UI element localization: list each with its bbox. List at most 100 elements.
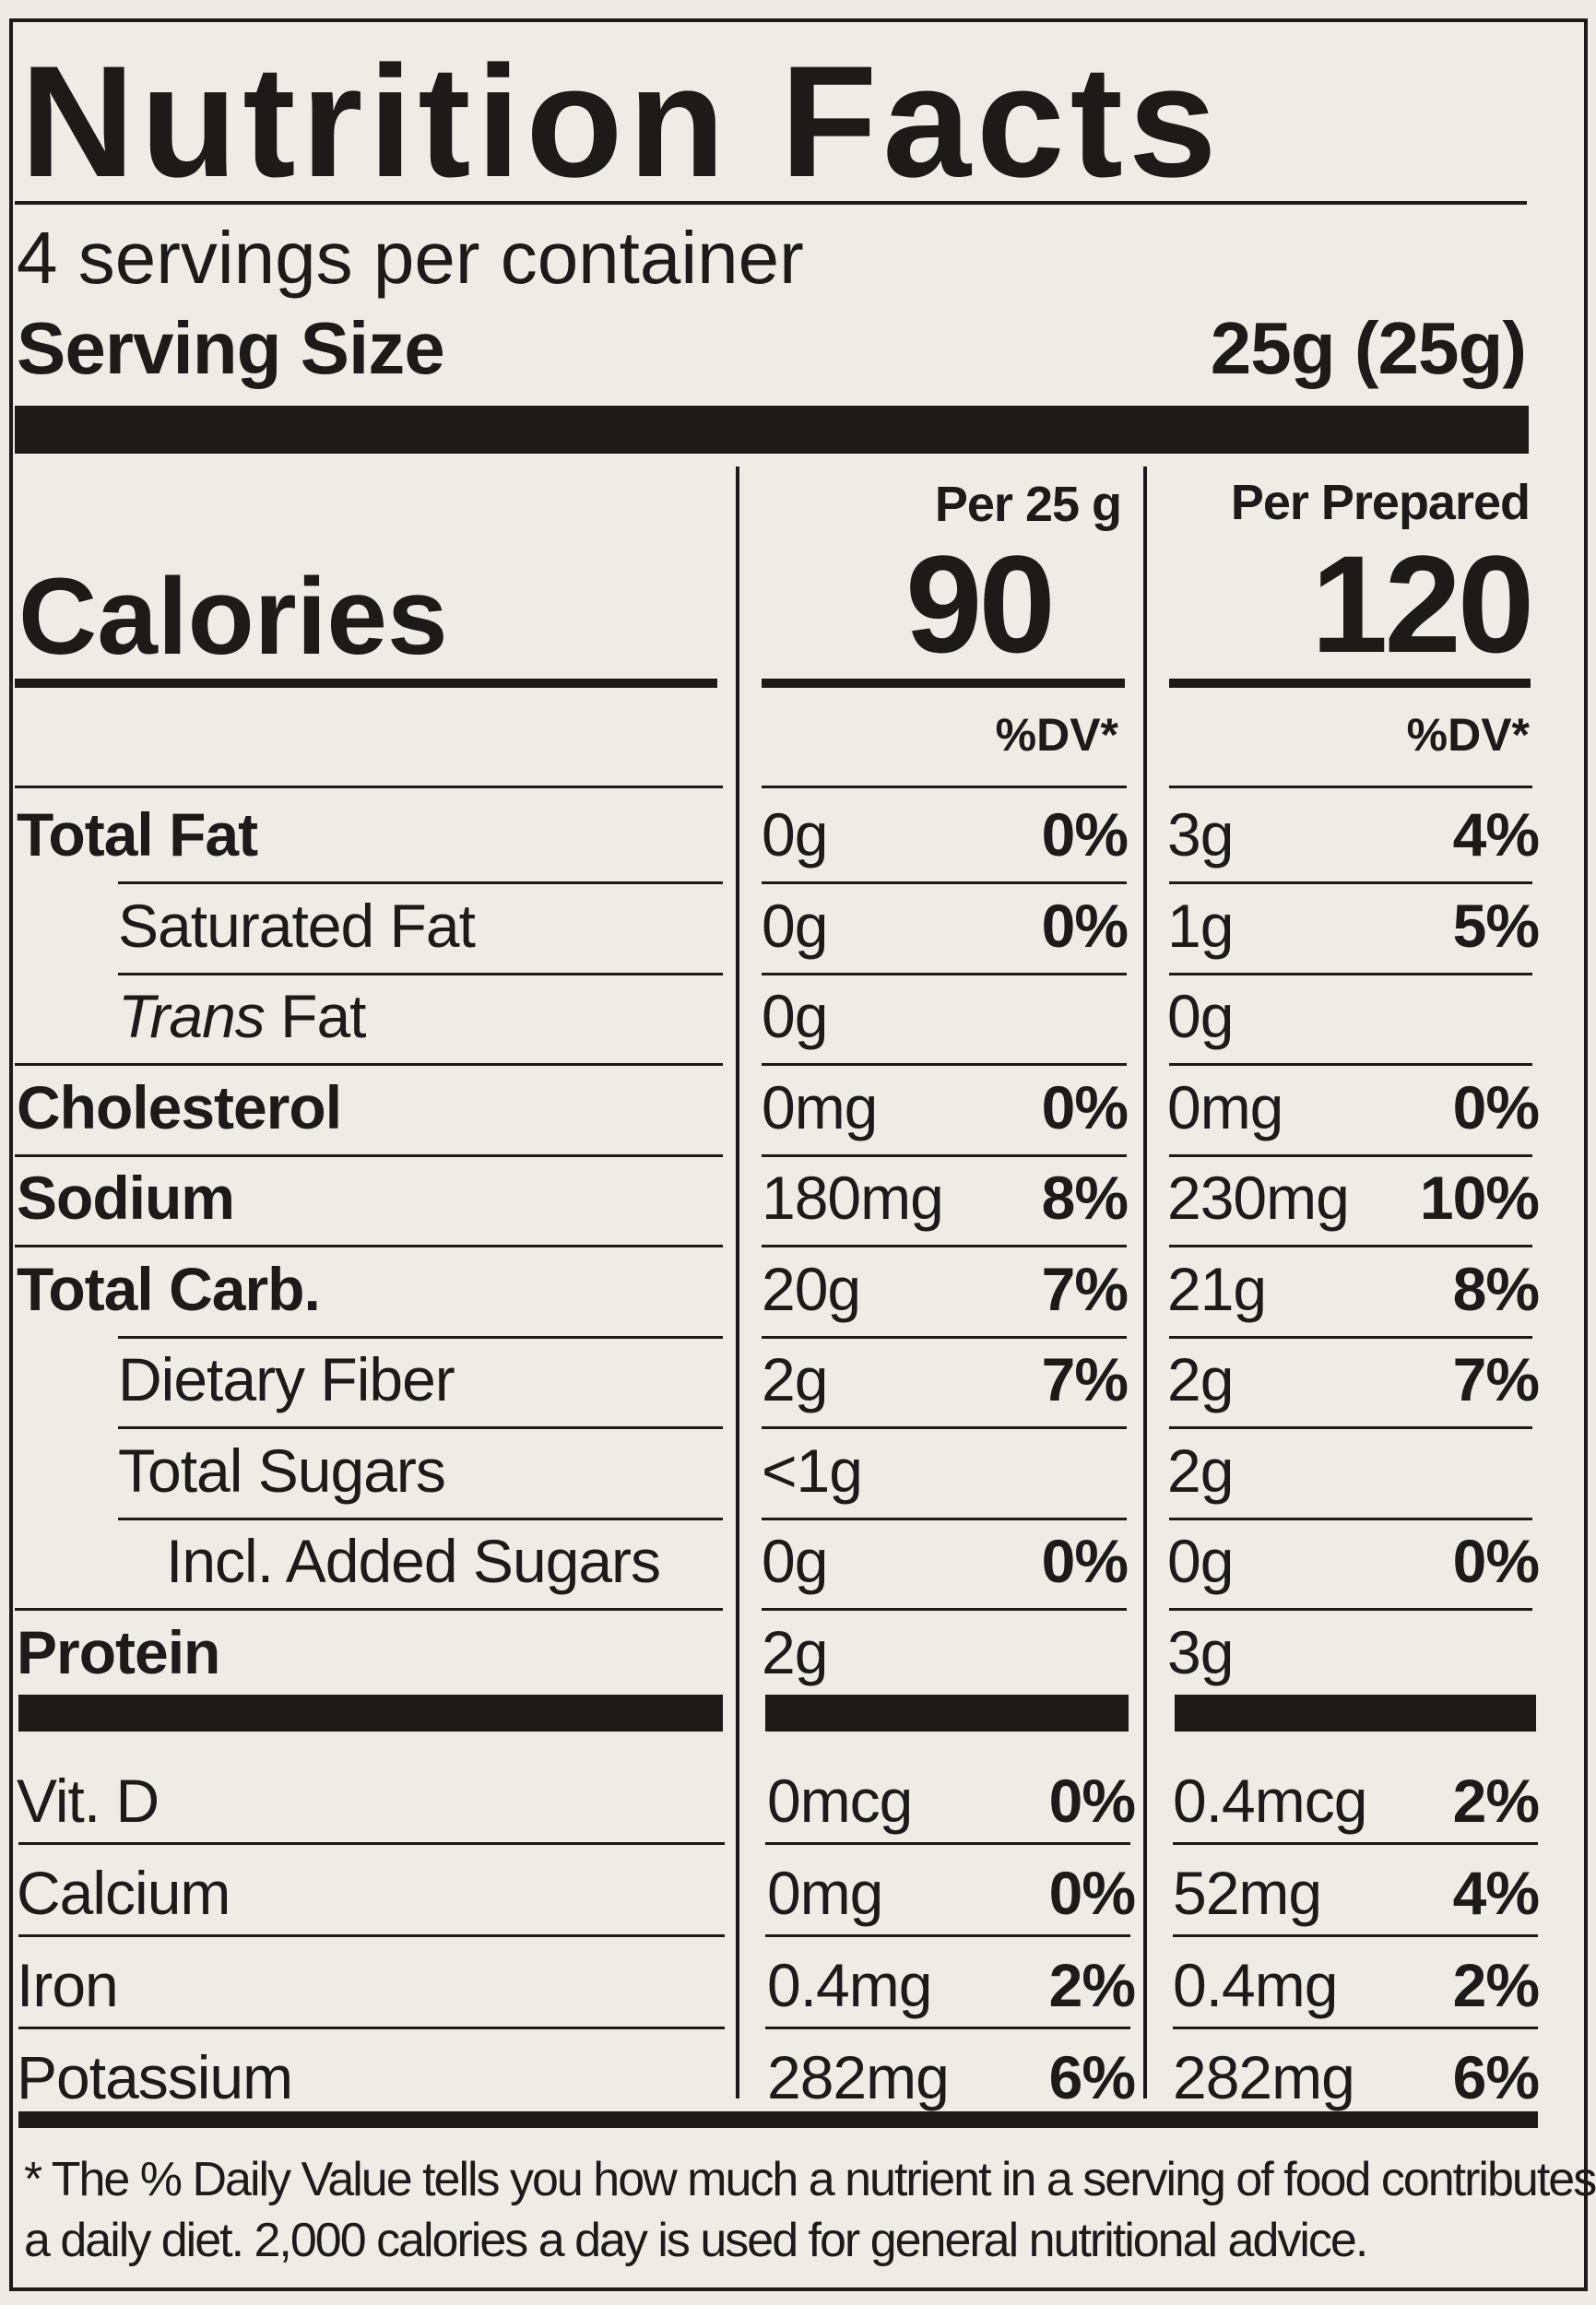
calories-label: Calories <box>18 556 448 678</box>
vitamin-name: Calcium <box>17 1859 231 1927</box>
amount-col2: 0mg <box>1167 1072 1283 1141</box>
amount-col1: 20g <box>762 1254 861 1323</box>
row-separator <box>1169 1335 1532 1339</box>
amount-col1: <1g <box>762 1436 863 1505</box>
row-separator <box>18 1842 725 1845</box>
row-separator <box>15 1153 723 1157</box>
dv-header-col1: %DV* <box>995 709 1118 761</box>
amount-col1: 0g <box>762 982 828 1050</box>
dv-col2: 0% <box>1452 1072 1540 1141</box>
amount-col1: 0mcg <box>767 1767 913 1835</box>
nutrient-name: Saturated Fat <box>118 891 476 960</box>
row-separator <box>762 1335 1127 1339</box>
row-separator <box>765 1934 1130 1937</box>
nutrition-facts-title: Nutrition Facts <box>20 33 1223 210</box>
nutrient-name: Dietary Fiber <box>118 1345 455 1413</box>
footnote-line-1: * The % Daily Value tells you how much a… <box>24 2153 1596 2206</box>
dv-col2: 7% <box>1452 1345 1540 1413</box>
row-separator <box>18 2027 725 2029</box>
row-separator <box>1169 1245 1532 1247</box>
row-separator <box>15 1245 723 1247</box>
amount-col1: 180mg <box>762 1164 944 1232</box>
row-separator <box>1169 881 1532 884</box>
row-separator <box>762 1517 1127 1520</box>
dv-col2: 4% <box>1452 800 1540 869</box>
dv-col1: 2% <box>1048 1951 1136 2019</box>
amount-col1: 0.4mg <box>767 1951 932 2019</box>
row-separator <box>1169 786 1532 788</box>
row-separator <box>762 1245 1127 1247</box>
dv-col1: 0% <box>1048 1859 1136 1927</box>
thick-rule-mid-right <box>1175 1695 1536 1732</box>
amount-col2: 0g <box>1167 982 1234 1050</box>
calories-rule-right <box>1169 679 1531 688</box>
row-separator <box>762 1063 1127 1066</box>
row-separator <box>15 786 723 788</box>
amount-col1: 2g <box>762 1617 828 1686</box>
title-rule <box>15 201 1527 205</box>
amount-col2: 0g <box>1167 1527 1234 1595</box>
row-separator <box>18 1934 725 1937</box>
amount-col1: 2g <box>762 1345 828 1413</box>
thick-rule-mid-left <box>18 1695 723 1732</box>
amount-col1: 0g <box>762 800 828 869</box>
nutrient-name: Incl. Added Sugars <box>166 1527 661 1595</box>
dv-col2: 0% <box>1452 1527 1540 1595</box>
amount-col1: 0g <box>762 891 828 960</box>
serving-size-label: Serving Size <box>17 307 445 389</box>
column-divider-2 <box>1143 467 1147 2098</box>
footnote-line-2: a daily diet. 2,000 calories a day is us… <box>24 2214 1368 2267</box>
dv-col2: 4% <box>1452 1859 1540 1927</box>
nutrient-name: Cholesterol <box>17 1072 342 1141</box>
nutrient-name-italic: Trans <box>118 982 266 1050</box>
row-separator <box>1169 1063 1532 1066</box>
dv-col2: 5% <box>1452 891 1540 960</box>
row-separator <box>762 1153 1127 1157</box>
row-separator <box>118 1426 723 1429</box>
row-separator <box>1173 1934 1538 1937</box>
amount-col2: 52mg <box>1173 1859 1322 1927</box>
amount-col1: 0g <box>762 1527 828 1595</box>
thick-rule-mid-center <box>765 1695 1129 1732</box>
column-divider-1 <box>736 467 739 2098</box>
nutrient-name-rest: Fat <box>264 982 366 1050</box>
amount-col2: 2g <box>1167 1345 1234 1413</box>
dv-col1: 0% <box>1041 1072 1129 1141</box>
row-separator <box>118 881 723 884</box>
calories-rule-left <box>15 679 717 688</box>
row-separator <box>15 1063 723 1066</box>
column-header-per-prepared: Per Prepared <box>1230 475 1531 530</box>
row-separator <box>1169 1426 1532 1429</box>
row-separator <box>118 972 723 975</box>
dv-col1: 7% <box>1041 1345 1129 1413</box>
calories-per-25g: 90 <box>905 526 1056 681</box>
dv-col2: 8% <box>1452 1254 1540 1323</box>
row-separator <box>1169 1153 1532 1157</box>
amount-col1: 282mg <box>767 2043 950 2111</box>
nutrient-name: Sodium <box>17 1164 235 1232</box>
nutrient-name: Protein <box>17 1617 220 1686</box>
serving-size-value: 25g (25g) <box>1210 307 1527 389</box>
dv-header-col2: %DV* <box>1406 709 1530 761</box>
dv-col1: 0% <box>1048 1767 1136 1835</box>
row-separator <box>1169 1517 1532 1520</box>
dv-col1: 0% <box>1041 800 1129 869</box>
servings-per-container: 4 servings per container <box>17 217 804 299</box>
amount-col2: 3g <box>1167 1617 1234 1686</box>
amount-col2: 2g <box>1167 1436 1234 1505</box>
calories-per-prepared: 120 <box>1311 526 1534 681</box>
nutrient-name: Total Sugars <box>118 1436 446 1505</box>
vitamin-name: Iron <box>17 1951 119 2019</box>
vitamin-name: Potassium <box>17 2043 293 2111</box>
row-separator <box>762 1426 1127 1429</box>
row-separator <box>762 972 1127 975</box>
thick-rule-bottom <box>18 2111 1538 2128</box>
row-separator <box>1169 972 1532 975</box>
amount-col2: 282mg <box>1173 2043 1355 2111</box>
amount-col2: 21g <box>1167 1254 1267 1323</box>
dv-col1: 7% <box>1041 1254 1129 1323</box>
row-separator <box>118 1517 723 1520</box>
dv-col1: 8% <box>1041 1164 1129 1232</box>
row-separator <box>762 786 1127 788</box>
nutrient-name: Trans Fat <box>118 986 367 1046</box>
